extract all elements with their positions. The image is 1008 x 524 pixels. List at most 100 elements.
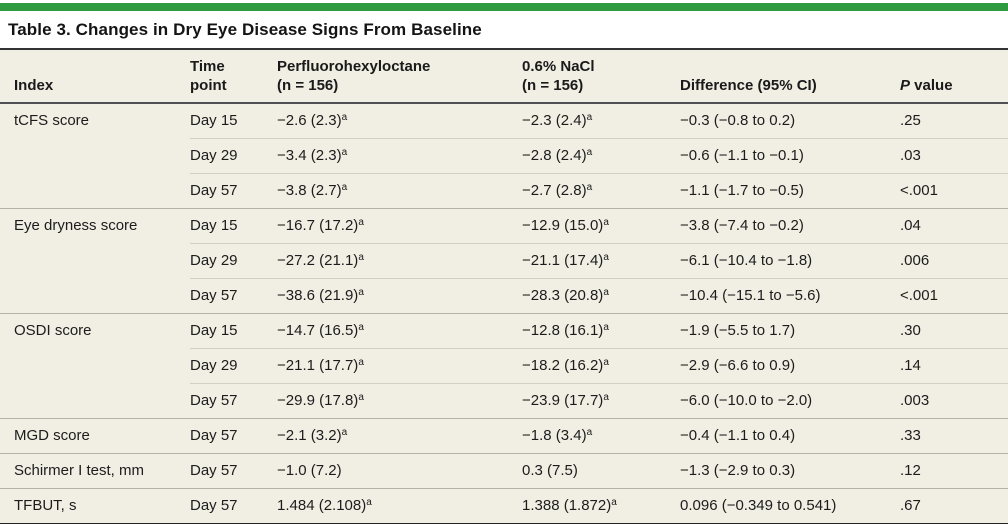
row-index-cell: Eye dryness score bbox=[0, 208, 190, 244]
drug-value-cell: −27.2 (21.1)a bbox=[277, 243, 522, 279]
footnote-marker: a bbox=[586, 112, 593, 123]
footnote-marker: a bbox=[358, 287, 364, 298]
time-point-cell: Day 57 bbox=[190, 173, 277, 209]
nacl-value-cell: 1.388 (1.872)a bbox=[522, 488, 680, 524]
drug-value-cell: −38.6 (21.9)a bbox=[277, 278, 522, 314]
nacl-value-cell: −28.3 (20.8)a bbox=[522, 278, 680, 314]
footnote-marker: a bbox=[358, 217, 364, 228]
footnote-marker: a bbox=[358, 392, 364, 403]
table-row: TFBUT, s Day 57 1.484 (2.108)a 1.388 (1.872… bbox=[0, 488, 1008, 524]
nacl-value-cell: −2.8 (2.4)a bbox=[522, 138, 680, 174]
col-header-nacl: 0.6% NaCl (n = 156) bbox=[522, 50, 680, 104]
footnote-marker: a bbox=[603, 357, 609, 368]
difference-cell: −0.6 (−1.1 to −0.1) bbox=[680, 138, 900, 174]
row-index-cell bbox=[0, 139, 190, 174]
p-value-cell: .25 bbox=[900, 112, 921, 129]
drug-value-cell: −3.8 (2.7)a bbox=[277, 173, 522, 209]
drug-value-cell: 1.484 (2.108)a bbox=[277, 488, 522, 524]
drug-value-cell: −2.6 (2.3)a bbox=[277, 112, 348, 129]
footnote-marker: a bbox=[341, 112, 348, 123]
time-point-cell: Day 57 bbox=[190, 278, 277, 314]
drug-value-cell: −2.1 (3.2)a bbox=[277, 418, 522, 454]
row-index-cell: TFBUT, s bbox=[0, 488, 190, 524]
p-value-cell: .04 bbox=[900, 208, 1008, 244]
footnote-marker: a bbox=[366, 497, 372, 508]
col-header-difference-label: Difference (95% CI) bbox=[680, 77, 817, 94]
time-point-cell: Day 29 bbox=[190, 138, 277, 174]
journal-table-figure: Table 3. Changes in Dry Eye Disease Sign… bbox=[0, 3, 1008, 524]
time-point-cell: Day 29 bbox=[190, 243, 277, 279]
nacl-value-cell: −1.8 (3.4)a bbox=[522, 418, 680, 454]
col-header-drug-line2: (n = 156) bbox=[277, 77, 339, 94]
time-point-cell: Day 15 bbox=[190, 112, 238, 129]
nacl-value-cell: 0.3 (7.5) bbox=[522, 453, 680, 489]
title-rule bbox=[0, 48, 1008, 50]
row-index-cell bbox=[0, 384, 190, 419]
col-header-drug-line1: Perfluorohexyloctane bbox=[277, 58, 431, 75]
nacl-value-cell: −12.8 (16.1)a bbox=[522, 313, 680, 349]
time-point-cell: Day 57 bbox=[190, 453, 277, 489]
footnote-marker: a bbox=[358, 252, 364, 263]
p-value-cell: .12 bbox=[900, 453, 1008, 489]
table-row: Day 29 −3.4 (2.3)a −2.8 (2.4)a −0.6 (−1.1 t… bbox=[0, 138, 1008, 174]
footnote-marker: a bbox=[603, 287, 609, 298]
row-index-cell bbox=[0, 279, 190, 314]
row-index-cell bbox=[0, 349, 190, 384]
table-row: Schirmer I test, mm Day 57 −1.0 (7.2) 0.3 (… bbox=[0, 453, 1008, 489]
nacl-value-cell: −21.1 (17.4)a bbox=[522, 243, 680, 279]
difference-cell: −6.0 (−10.0 to −2.0) bbox=[680, 383, 900, 419]
drug-value-cell: −1.0 (7.2) bbox=[277, 453, 522, 489]
table-row: Eye dryness score Day 15 −16.7 (17.2)a −12.… bbox=[0, 208, 1008, 244]
p-value-cell: <.001 bbox=[900, 278, 1008, 314]
col-header-p-value: P value bbox=[900, 50, 1008, 104]
table-row: Day 29 −21.1 (17.7)a −18.2 (16.2)a −2.9 (−6… bbox=[0, 348, 1008, 384]
p-value-cell: .006 bbox=[900, 243, 1008, 279]
row-index-cell: Schirmer I test, mm bbox=[0, 453, 190, 489]
difference-cell: −0.3 (−0.8 to 0.2) bbox=[680, 112, 796, 129]
footnote-marker: a bbox=[341, 427, 348, 438]
footnote-marker: a bbox=[358, 322, 364, 333]
table-row: tCFS score Day 15 −2.6 (2.3)a −2.3 (2.4)a −0… bbox=[0, 103, 1008, 139]
footnote-marker: a bbox=[603, 322, 609, 333]
p-value-cell: .30 bbox=[900, 313, 1008, 349]
table-row: Day 57 −38.6 (21.9)a −28.3 (20.8)a −10.4 (−… bbox=[0, 278, 1008, 314]
table-body: tCFS score Day 15 −2.6 (2.3)a −2.3 (2.4)a −0… bbox=[0, 103, 1008, 524]
footnote-marker: a bbox=[603, 252, 609, 263]
footnote-marker: a bbox=[358, 357, 364, 368]
nacl-value-cell: −23.9 (17.7)a bbox=[522, 383, 680, 419]
difference-cell: −3.8 (−7.4 to −0.2) bbox=[680, 208, 900, 244]
footnote-marker: a bbox=[586, 147, 593, 158]
p-value-cell: .67 bbox=[900, 488, 1008, 524]
table-title: Table 3. Changes in Dry Eye Disease Sign… bbox=[8, 20, 482, 39]
col-header-time-line1: Time bbox=[190, 58, 225, 75]
time-point-cell: Day 15 bbox=[190, 208, 277, 244]
p-value-cell: .03 bbox=[900, 138, 1008, 174]
drug-value-cell: −3.4 (2.3)a bbox=[277, 138, 522, 174]
col-header-index-label: Index bbox=[14, 77, 54, 94]
time-point-cell: Day 57 bbox=[190, 418, 277, 454]
difference-cell: −1.3 (−2.9 to 0.3) bbox=[680, 453, 900, 489]
time-point-cell: Day 29 bbox=[190, 348, 277, 384]
nacl-value-cell: −12.9 (15.0)a bbox=[522, 208, 680, 244]
nacl-value-cell: −18.2 (16.2)a bbox=[522, 348, 680, 384]
p-value-cell: .33 bbox=[900, 418, 1008, 454]
footnote-marker: a bbox=[586, 427, 593, 438]
footnote-marker: a bbox=[611, 497, 617, 508]
col-header-difference: Difference (95% CI) bbox=[680, 50, 900, 104]
drug-value-cell: −21.1 (17.7)a bbox=[277, 348, 522, 384]
col-header-time-point: Time point bbox=[190, 50, 277, 104]
drug-value-cell: −14.7 (16.5)a bbox=[277, 313, 522, 349]
footnote-marker: a bbox=[586, 182, 593, 193]
difference-cell: −0.4 (−1.1 to 0.4) bbox=[680, 418, 900, 454]
col-header-p-rest: value bbox=[910, 77, 953, 94]
time-point-cell: Day 15 bbox=[190, 313, 277, 349]
footnote-marker: a bbox=[603, 217, 609, 228]
col-header-p-italic: P bbox=[900, 77, 911, 94]
table-row: Day 29 −27.2 (21.1)a −21.1 (17.4)a −6.1 (−1… bbox=[0, 243, 1008, 279]
col-header-index: Index bbox=[0, 50, 190, 104]
row-index-cell: tCFS score bbox=[14, 112, 90, 130]
nacl-value-cell: −2.7 (2.8)a bbox=[522, 173, 680, 209]
row-index-cell: MGD score bbox=[0, 418, 190, 454]
table-row: Day 57 −3.8 (2.7)a −2.7 (2.8)a −1.1 (−1.7 t… bbox=[0, 173, 1008, 209]
table-row: OSDI score Day 15 −14.7 (16.5)a −12.8 (16.1… bbox=[0, 313, 1008, 349]
